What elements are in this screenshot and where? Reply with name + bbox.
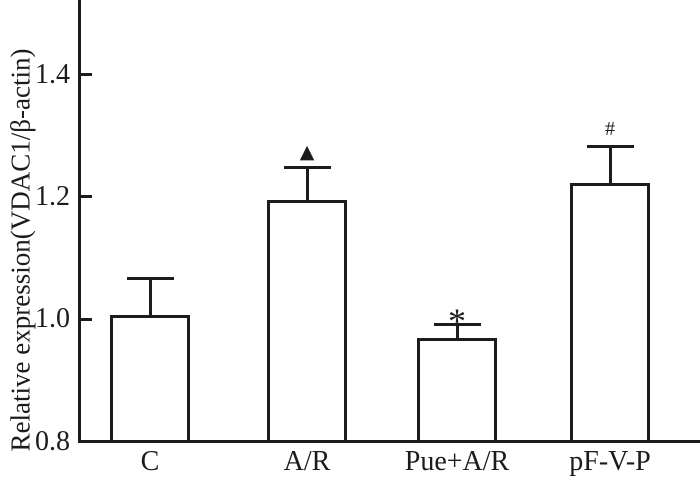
x-category-label: pF-V-P — [569, 446, 651, 477]
y-tick-label: 0.8 — [35, 425, 70, 457]
bar — [110, 315, 190, 443]
bar — [570, 183, 650, 443]
y-tick-mark — [81, 317, 92, 321]
y-tick-mark — [81, 195, 92, 199]
error-bar-cap — [433, 323, 481, 327]
error-bar-cap — [283, 166, 331, 170]
error-bar-stem — [455, 324, 459, 340]
bar — [267, 200, 347, 443]
y-axis-title: Relative expression(VDAC1/β-actin) — [5, 48, 36, 452]
error-bar-stem — [148, 278, 152, 317]
x-category-label: A/R — [283, 446, 331, 477]
y-tick-mark — [81, 73, 92, 77]
significance-marker: ▲ — [299, 140, 315, 163]
error-bar-cap — [586, 145, 634, 149]
y-tick-label: 1.2 — [35, 180, 70, 212]
error-bar-stem — [608, 146, 612, 185]
error-bar-cap — [126, 277, 174, 281]
x-axis-line — [78, 440, 700, 443]
x-category-label: Pue+A/R — [404, 446, 510, 477]
y-axis-line — [78, 0, 81, 443]
x-category-label: C — [140, 446, 160, 477]
error-bar-stem — [305, 167, 309, 202]
significance-marker: # — [605, 117, 615, 140]
y-tick-label: 1.4 — [35, 58, 70, 90]
significance-marker: * — [448, 300, 466, 341]
bar — [417, 338, 497, 443]
y-tick-label: 1.0 — [35, 303, 70, 335]
